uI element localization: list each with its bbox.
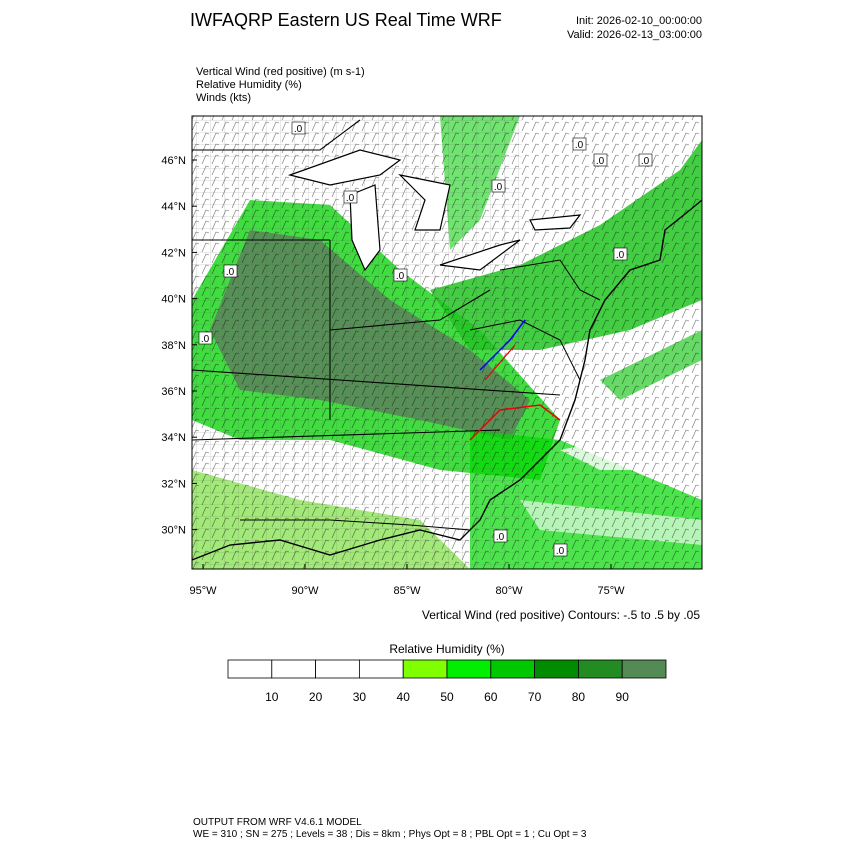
lat-label: 32°N (161, 478, 186, 490)
colorbar-tick-label: 30 (353, 690, 367, 704)
valid-time: Valid: 2026-02-13_03:00:00 (567, 29, 702, 41)
init-time: Init: 2026-02-10_00:00:00 (576, 15, 702, 27)
colorbar-tick-label: 90 (616, 690, 630, 704)
field-name: Vertical Wind (red positive) (m s-1) (196, 66, 365, 78)
colorbar-box (534, 659, 579, 679)
colorbar-box (402, 659, 448, 679)
lat-label: 30°N (161, 525, 186, 537)
lat-label: 40°N (161, 294, 186, 306)
colorbar-title: Relative Humidity (%) (389, 642, 504, 656)
title: IWFAQRP Eastern US Real Time WRF (190, 10, 502, 30)
lon-label: 75°W (597, 585, 625, 597)
contour-label: .0 (596, 156, 605, 167)
contour-label-box (393, 268, 408, 282)
colorbar-box (490, 659, 535, 679)
colorbar-tick-label: 60 (484, 690, 498, 704)
lat-label: 46°N (161, 155, 186, 167)
lon-label: 90°W (291, 585, 319, 597)
contour-label-box (493, 529, 508, 543)
contour-label-box (638, 153, 653, 167)
colorbar-tick-label: 50 (440, 690, 454, 704)
contour-label: .0 (226, 267, 235, 278)
field-list: Vertical Wind (red positive) (m s-1)Rela… (196, 66, 365, 104)
contour-label-box (613, 247, 628, 261)
contour-label-box (491, 179, 506, 193)
colorbar-box (271, 659, 316, 679)
lat-label: 34°N (161, 432, 186, 444)
lat-label: 42°N (161, 247, 186, 259)
map-frame (191, 115, 703, 570)
contour-label-box (343, 190, 358, 204)
lat-label: 36°N (161, 386, 186, 398)
footer-line: WE = 310 ; SN = 275 ; Levels = 38 ; Dis … (193, 829, 587, 840)
colorbar-box (621, 659, 667, 679)
contour-label-box (223, 264, 238, 278)
colorbar-box (227, 659, 273, 679)
contour-label: .0 (346, 193, 355, 204)
lat-label: 44°N (161, 201, 186, 213)
colorbar-box (446, 659, 492, 679)
contour-label-box (553, 543, 568, 557)
contour-label: .0 (496, 532, 505, 543)
contour-label: .0 (616, 250, 625, 261)
contour-note: Vertical Wind (red positive) Contours: -… (422, 608, 700, 622)
footer-line: OUTPUT FROM WRF V4.6.1 MODEL (193, 817, 362, 828)
contour-label: .0 (494, 182, 503, 193)
field-name: Winds (kts) (196, 92, 251, 104)
colorbar-tick-label: 10 (265, 690, 279, 704)
contour-label-box (291, 121, 306, 135)
contour-label-box (198, 331, 213, 345)
colorbar-tick-label: 80 (572, 690, 586, 704)
contour-label: .0 (641, 156, 650, 167)
contour-label: .0 (396, 271, 405, 282)
contour-label: .0 (201, 334, 210, 345)
lon-label: 85°W (393, 585, 421, 597)
colorbar-tick-label: 20 (309, 690, 323, 704)
lon-label: 95°W (189, 585, 217, 597)
field-name: Relative Humidity (%) (196, 79, 302, 91)
colorbar-box (315, 659, 360, 679)
lon-label: 80°W (495, 585, 523, 597)
colorbar-tick-label: 40 (397, 690, 411, 704)
contour-label: .0 (294, 124, 303, 135)
colorbar-box (578, 659, 623, 679)
contour-label: .0 (575, 140, 584, 151)
colorbar-tick-label: 70 (528, 690, 542, 704)
contour-label-box (572, 137, 587, 151)
colorbar-box (358, 659, 404, 679)
map: .0 .0 .0 .0 .0 .0 .0 .0 .0 .0 .0 .0 (192, 116, 702, 569)
contour-label-box (593, 153, 608, 167)
lat-label: 38°N (161, 340, 186, 352)
contour-label: .0 (556, 546, 565, 557)
